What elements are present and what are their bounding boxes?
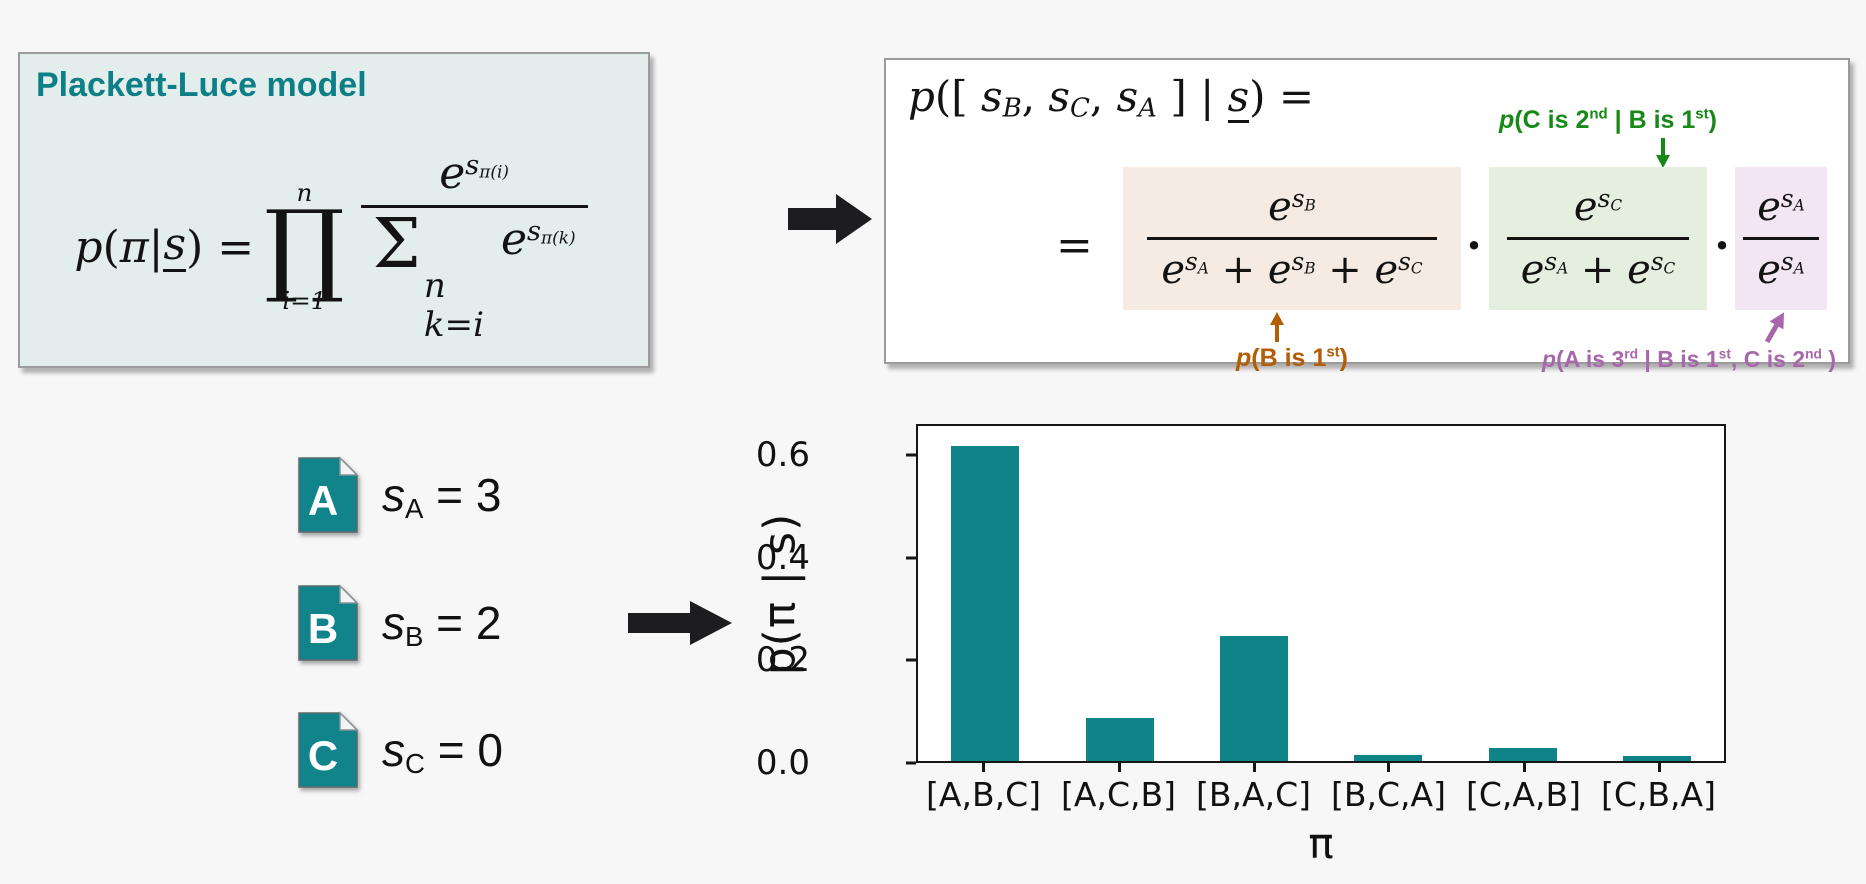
x-tick-labels: [A,B,C] [A,C,B] [B,A,C] [B,C,A] [C,A,B] [C,B,… xyxy=(916,775,1726,814)
bar xyxy=(951,445,1020,761)
y-tick-label: 0.6 xyxy=(755,434,810,475)
document-b-icon: B xyxy=(298,584,359,661)
annotation-b-first: p(B is 1st) xyxy=(1236,343,1348,372)
score-label-c: sC = 0 xyxy=(382,724,503,779)
x-tick-label: [B,A,C] xyxy=(1196,775,1311,814)
y-tick-mark xyxy=(906,761,916,765)
y-tick-mark xyxy=(906,453,916,457)
green-down-arrow-icon xyxy=(1654,138,1672,173)
x-tick-label: [C,B,A] xyxy=(1601,775,1716,814)
x-tick-mark xyxy=(1522,763,1526,772)
svg-text:A: A xyxy=(308,477,338,524)
y-tick-mark xyxy=(906,658,916,662)
annotation-a-third: p(A is 3rd | B is 1st, C is 2nd ) xyxy=(1542,346,1836,372)
score-label-a: sA = 3 xyxy=(382,469,502,524)
transform-arrow-icon xyxy=(788,188,872,255)
bar xyxy=(1488,747,1557,761)
y-tick-mark xyxy=(906,556,916,560)
fraction-b-first-numerator: esB xyxy=(1268,184,1316,230)
score-label-b: sB = 2 xyxy=(382,597,502,652)
x-tick-mark xyxy=(1117,763,1121,772)
bar xyxy=(1219,635,1288,761)
x-tick-mark xyxy=(1387,763,1391,772)
expansion-header-formula: p([ sB, sC, sA ] | s) = xyxy=(908,72,1315,124)
fraction-c-second-denominator: esA + esC xyxy=(1506,237,1690,293)
bar xyxy=(1622,756,1691,761)
multiplication-dot: · xyxy=(1714,218,1731,272)
x-axis-label: π xyxy=(1308,819,1334,868)
bar xyxy=(1085,718,1154,761)
svg-text:B: B xyxy=(308,605,338,652)
y-tick-label: 0.2 xyxy=(755,640,810,681)
item-row-a: A sA = 3 xyxy=(296,455,501,535)
fraction-a-third-denominator: esA xyxy=(1743,237,1819,293)
document-a-icon: A xyxy=(298,456,359,533)
plackett-luce-title: Plackett-Luce model xyxy=(36,66,367,104)
fraction-b-first-denominator: esA + esB + esC xyxy=(1147,237,1437,293)
fraction-a-third-numerator: esA xyxy=(1757,184,1805,230)
plot-area xyxy=(916,424,1726,763)
multiplication-dot: · xyxy=(1466,218,1483,272)
fraction-c-second: esC esA + esC xyxy=(1489,167,1707,310)
equals-sign: = xyxy=(1056,220,1093,271)
plackett-luce-box: Plackett-Luce model p(π | s) = n ∏ i=1 esπ(… xyxy=(18,52,650,368)
expansion-box: p([ sB, sC, sA ] | s) = p(C is 2nd | B i… xyxy=(884,58,1850,372)
x-tick-mark xyxy=(1657,763,1661,772)
fraction-b-first: esB esA + esB + esC xyxy=(1123,167,1461,310)
x-tick-label: [B,C,A] xyxy=(1331,775,1446,814)
svg-text:C: C xyxy=(308,732,338,779)
bar xyxy=(1354,754,1423,761)
document-c-icon: C xyxy=(298,711,359,788)
scores-to-chart-arrow-icon xyxy=(628,597,732,654)
y-tick-label: 0.0 xyxy=(755,743,810,783)
y-tick-label: 0.4 xyxy=(755,537,810,578)
x-tick-label: [C,A,B] xyxy=(1466,775,1581,814)
x-tick-label: [A,B,C] xyxy=(926,775,1041,814)
fraction-c-second-numerator: esC xyxy=(1573,184,1623,230)
fraction-a-third: esA esA xyxy=(1735,167,1827,310)
item-row-c: C sC = 0 xyxy=(296,710,503,790)
item-row-b: B sB = 2 xyxy=(296,583,501,663)
annotation-c-second: p(C is 2nd | B is 1st) xyxy=(1499,105,1717,134)
x-tick-mark xyxy=(982,763,986,772)
purple-diagonal-arrow-icon xyxy=(1758,310,1792,351)
x-tick-label: [A,C,B] xyxy=(1061,775,1176,814)
orange-up-arrow-icon xyxy=(1268,312,1286,347)
x-tick-mark xyxy=(1252,763,1256,772)
probability-bar-chart: p(π | s) [A,B,C] [A,C,B] [B,A,C] [B,C,A] [C,… xyxy=(755,424,1726,868)
